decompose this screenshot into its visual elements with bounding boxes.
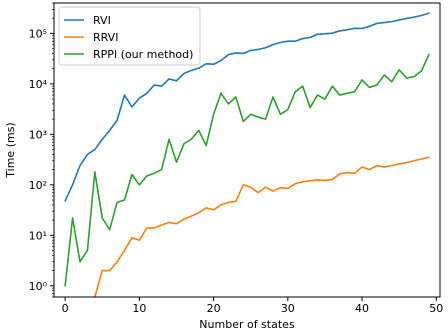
x-tick-label: 20: [207, 302, 221, 315]
x-tick-label: 40: [355, 302, 369, 315]
x-tick-label: 10: [132, 302, 146, 315]
series-line-rppi-our-method: [64, 53, 430, 287]
y-tick-label: 10¹: [29, 229, 47, 242]
x-tick-label: 0: [62, 302, 69, 315]
y-tick-label: 10⁴: [29, 78, 48, 91]
series-line-rvi: [64, 12, 430, 202]
legend-box: [58, 6, 201, 66]
legend-label-rrvi: RRVI: [93, 31, 118, 44]
x-axis-label: Number of states: [199, 318, 295, 331]
x-axis-ticks: 0 10 20 30 40 50: [62, 297, 443, 315]
y-axis-label: Time (ms): [4, 122, 17, 178]
y-tick-label: 10²: [29, 179, 47, 192]
legend: RVI RRVI RPPI (our method): [58, 6, 201, 66]
x-tick-label: 30: [281, 302, 295, 315]
y-axis-ticks: 10⁰ 10¹ 10² 10³ 10⁴ 10⁵: [29, 2, 54, 298]
y-tick-label: 10⁰: [29, 280, 48, 293]
x-tick-label: 50: [429, 302, 443, 315]
axes-frame: [53, 2, 441, 298]
y-tick-label: 10⁵: [29, 27, 47, 40]
y-tick-label: 10³: [29, 128, 47, 141]
plot-area: 0 10 20 30 40 50 10⁰ 10¹ 10² 10³ 10⁴ 10⁵: [29, 2, 443, 315]
series-lines: [64, 12, 430, 298]
legend-label-rppi: RPPI (our method): [93, 48, 193, 61]
series-line-rrvi: [94, 156, 430, 298]
legend-label-rvi: RVI: [93, 14, 111, 27]
